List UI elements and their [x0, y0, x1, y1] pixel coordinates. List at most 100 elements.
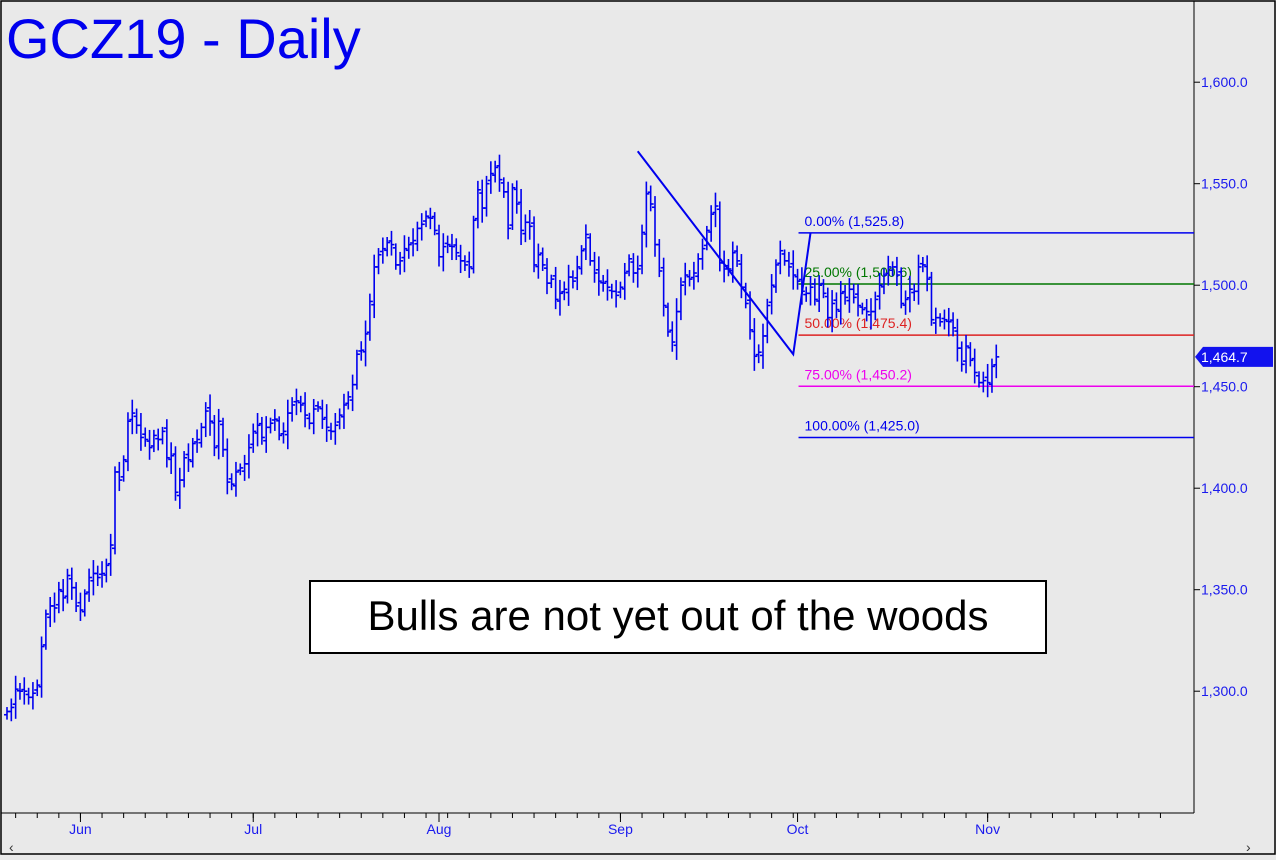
- ohlc-bar: [163, 419, 170, 468]
- ohlc-bar: [600, 274, 607, 292]
- ohlc-bar: [660, 257, 667, 317]
- ohlc-bar: [669, 321, 676, 352]
- ohlc-bar: [496, 154, 503, 192]
- ohlc-bar: [86, 568, 93, 602]
- ohlc-bar: [574, 255, 581, 291]
- ohlc-bar: [924, 255, 931, 292]
- ohlc-bar: [872, 291, 879, 321]
- ohlc-bar: [561, 281, 568, 301]
- ohlc-bar: [99, 561, 106, 588]
- ohlc-bar: [397, 251, 404, 275]
- ohlc-bar: [639, 224, 646, 275]
- ohlc-bars: [4, 154, 1000, 722]
- ohlc-bar: [880, 268, 887, 295]
- x-tick-label: Aug: [427, 821, 452, 837]
- ohlc-bar: [591, 251, 598, 283]
- ohlc-bar: [276, 416, 283, 441]
- ohlc-bar: [712, 192, 719, 228]
- ohlc-bar: [552, 266, 559, 310]
- ohlc-bar: [474, 180, 481, 229]
- ohlc-bar: [664, 302, 671, 337]
- fib-level-label: 50.00% (1,475.4): [805, 315, 912, 331]
- ohlc-bar: [980, 371, 987, 393]
- price-tag-background: [1195, 346, 1273, 367]
- x-tick-label: Nov: [975, 821, 1000, 837]
- ohlc-bar: [77, 592, 84, 621]
- ohlc-bar: [613, 280, 620, 308]
- ohlc-bar: [297, 395, 304, 413]
- ohlc-bar: [505, 181, 512, 240]
- ohlc-bar: [647, 185, 654, 212]
- ohlc-bar: [310, 398, 317, 435]
- ohlc-bar: [595, 256, 602, 296]
- ohlc-bar: [375, 248, 382, 275]
- ohlc-bar: [271, 409, 278, 431]
- ohlc-bar: [487, 161, 494, 194]
- ohlc-bar: [993, 344, 1000, 379]
- fib-level-label: 0.00% (1,525.8): [805, 213, 905, 229]
- y-tick-label: 1,550.0: [1201, 176, 1248, 192]
- ohlc-bar: [876, 272, 883, 310]
- ohlc-bar: [146, 429, 153, 460]
- ohlc-bar: [513, 180, 520, 214]
- ohlc-bar: [293, 388, 300, 416]
- ohlc-bar: [448, 233, 455, 261]
- ohlc-bar: [915, 254, 922, 305]
- ohlc-bar: [509, 183, 516, 230]
- ohlc-bar: [34, 679, 41, 697]
- ohlc-bar: [116, 461, 123, 492]
- ohlc-bar: [405, 236, 412, 259]
- ohlc-bar: [690, 261, 697, 290]
- ohlc-bar: [518, 188, 525, 246]
- scroll-right-icon[interactable]: ›: [1246, 839, 1251, 855]
- ohlc-bar: [81, 589, 88, 617]
- ohlc-bar: [202, 402, 209, 438]
- ohlc-bar: [16, 682, 23, 700]
- ohlc-bar: [898, 267, 905, 309]
- annotation-text: Bulls are not yet out of the woods: [367, 592, 988, 639]
- scroll-left-icon[interactable]: ‹: [9, 839, 14, 855]
- ohlc-bar: [777, 240, 784, 275]
- ohlc-bar: [232, 461, 239, 497]
- ohlc-bar: [103, 558, 110, 583]
- ohlc-bar: [988, 358, 995, 393]
- ohlc-bar: [194, 429, 201, 453]
- ohlc-bar: [29, 682, 36, 710]
- ohlc-bar: [755, 344, 762, 364]
- ohlc-bar: [919, 256, 926, 273]
- ohlc-bar: [885, 255, 892, 286]
- ohlc-bar: [617, 281, 624, 299]
- ohlc-bar: [829, 290, 836, 333]
- y-tick-label: 1,500.0: [1201, 277, 1248, 293]
- price-tag-label: 1,464.7: [1201, 349, 1248, 365]
- ohlc-bar: [345, 391, 352, 410]
- x-tick-label: Oct: [787, 821, 809, 837]
- ohlc-bar: [401, 235, 408, 273]
- y-axis: 1,600.0 1,550.0 1,500.0 1,450.0 1,400.0 1,350…: [1194, 74, 1248, 699]
- ohlc-bar: [168, 442, 175, 474]
- ohlc-bar: [94, 565, 101, 587]
- ohlc-bar: [21, 677, 28, 705]
- ohlc-bar: [686, 269, 693, 287]
- ohlc-bar: [410, 228, 417, 257]
- ohlc-bar: [444, 235, 451, 254]
- ohlc-bar: [582, 224, 589, 261]
- ohlc-bar: [734, 245, 741, 267]
- ohlc-bar: [332, 412, 339, 445]
- ohlc-bar: [837, 281, 844, 325]
- ohlc-bar: [855, 284, 862, 317]
- ohlc-bar: [535, 243, 542, 279]
- ohlc-bar: [604, 269, 611, 301]
- ohlc-bar: [842, 284, 849, 305]
- y-tick-label: 1,300.0: [1201, 683, 1248, 699]
- ohlc-bar: [742, 282, 749, 309]
- ohlc-bar: [159, 426, 166, 445]
- ohlc-bar: [423, 210, 430, 228]
- ohlc-bar: [492, 160, 499, 183]
- ohlc-bar: [906, 275, 913, 313]
- ohlc-bar: [807, 276, 814, 306]
- ohlc-bar: [785, 251, 792, 277]
- ohlc-bar: [928, 271, 935, 326]
- ohlc-bar: [237, 463, 244, 476]
